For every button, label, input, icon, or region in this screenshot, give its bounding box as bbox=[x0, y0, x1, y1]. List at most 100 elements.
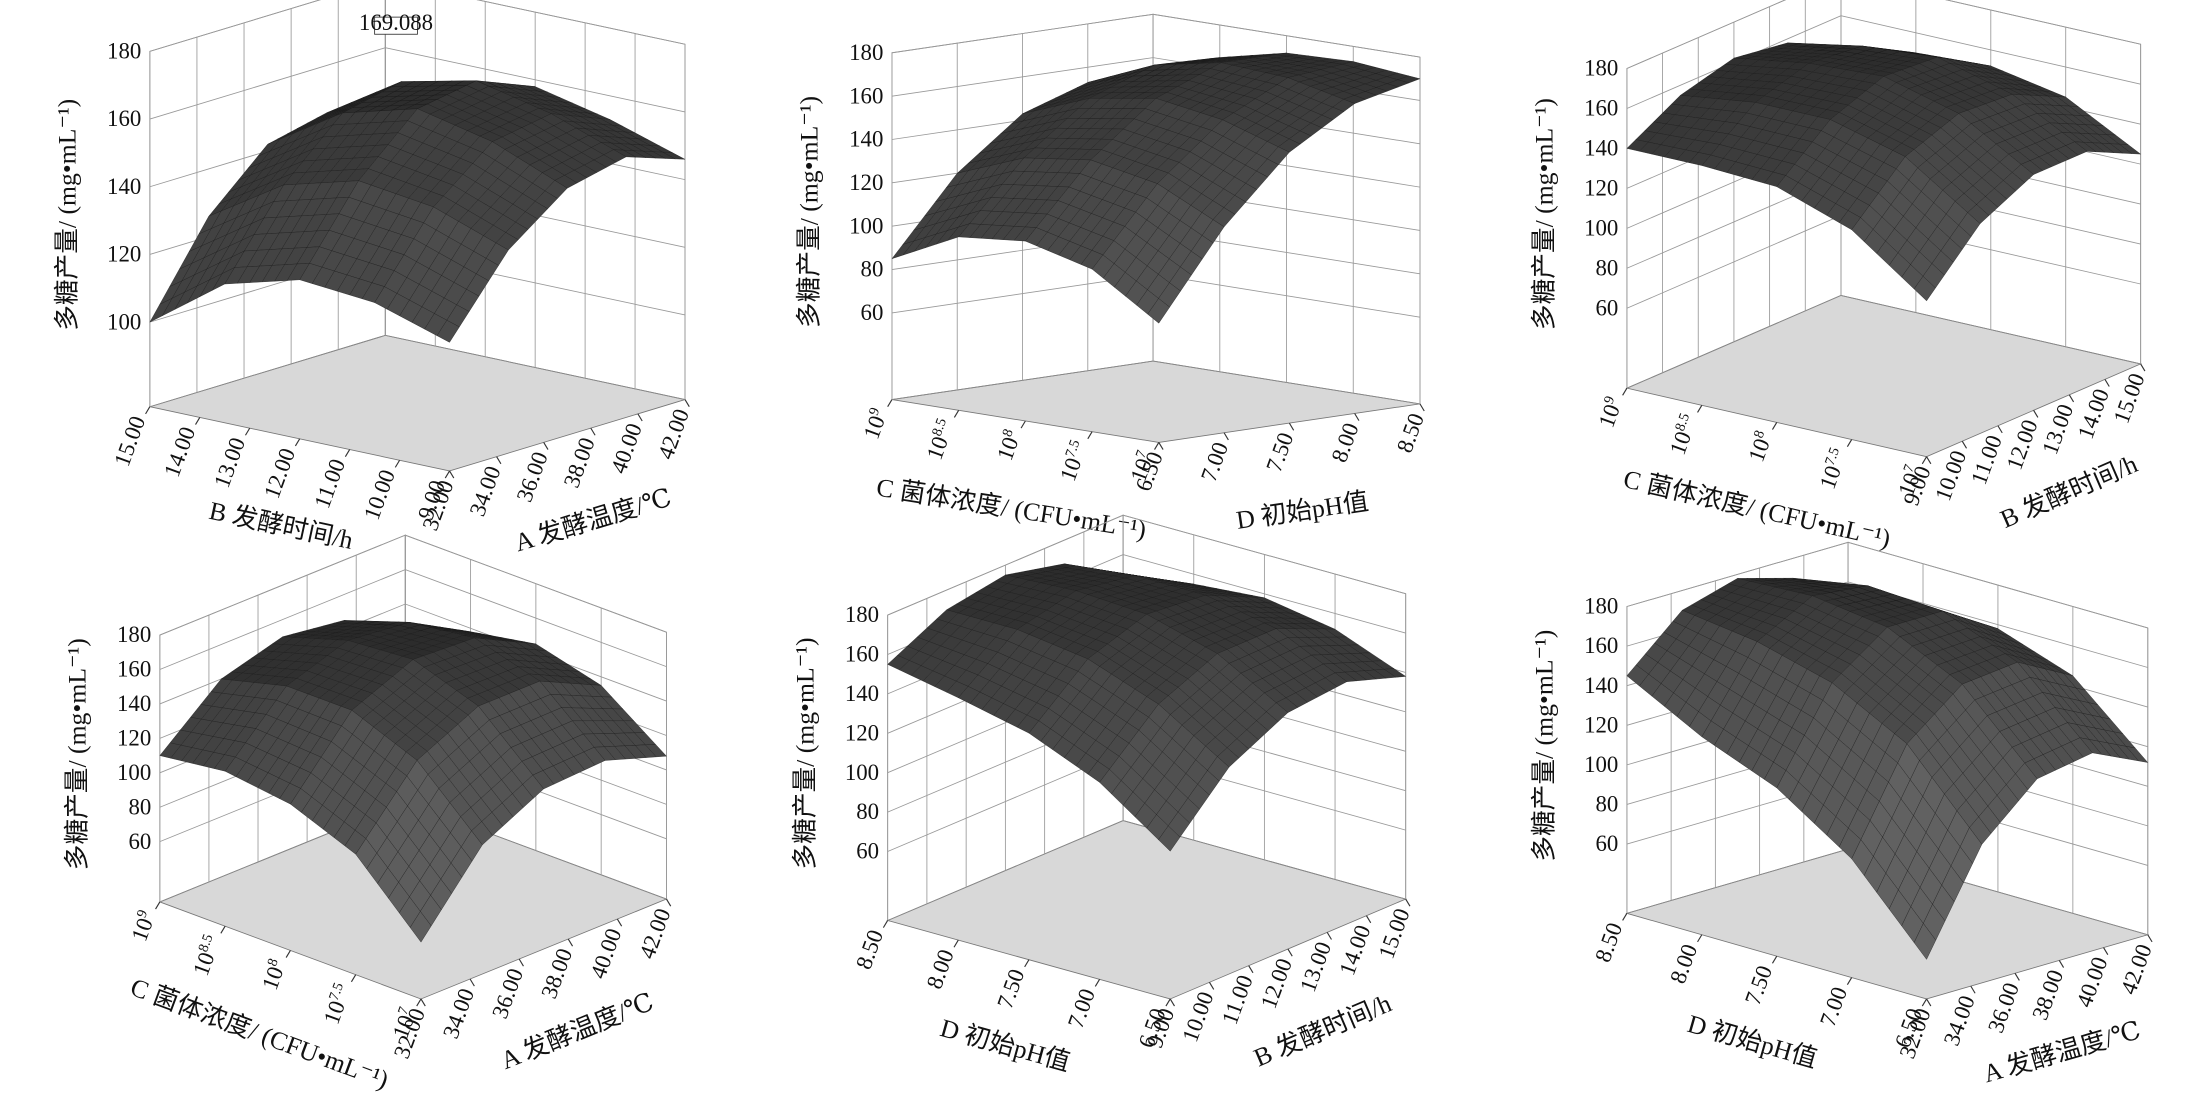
z-axis-title: 多糖产量/ (mg•mL⁻¹) bbox=[1530, 630, 1559, 862]
axis-tick-label: 8.50 bbox=[1590, 919, 1627, 965]
axis-tick bbox=[1405, 898, 1411, 907]
axis-tick-label: 7.00 bbox=[1063, 985, 1100, 1031]
axis-tick-label: 38.00 bbox=[2027, 966, 2068, 1023]
axis-tick bbox=[1846, 977, 1853, 985]
surface-chart: 60801001201401601806.507.007.508.008.509… bbox=[790, 514, 1415, 1077]
axis-tick-label: 7.50 bbox=[1261, 429, 1298, 475]
axis-tick-label: 10.00 bbox=[1930, 447, 1971, 504]
axis-tick bbox=[244, 427, 251, 436]
axis-tick bbox=[195, 417, 201, 425]
floor bbox=[886, 820, 1407, 1000]
axis-tick bbox=[1622, 913, 1628, 921]
axis-tick bbox=[1771, 422, 1778, 430]
axis-tick-label: 13.00 bbox=[1295, 938, 1336, 995]
axis-tick bbox=[2104, 379, 2110, 387]
axis-tick bbox=[1961, 440, 1968, 449]
axis-tick-label: 8.00 bbox=[1326, 420, 1363, 466]
axis-tick-label: 36.00 bbox=[487, 965, 528, 1022]
axis-tick bbox=[449, 470, 455, 479]
axis-tick-label: 8.50 bbox=[1392, 410, 1429, 456]
axis-tick bbox=[2103, 947, 2109, 956]
axis-tick bbox=[2147, 934, 2153, 943]
z-tick-label: 160 bbox=[845, 642, 879, 667]
axis-tick-label: 15.00 bbox=[109, 413, 150, 470]
axis-tick bbox=[1326, 932, 1332, 940]
axis-tick-label: 42.00 bbox=[653, 406, 694, 463]
axis-tick bbox=[637, 413, 643, 422]
z-tick-label: 80 bbox=[856, 799, 879, 824]
axis-tick bbox=[350, 974, 357, 983]
z-tick-label: 100 bbox=[1584, 752, 1618, 777]
axis-tick-label: 38.00 bbox=[536, 945, 577, 1002]
tick-base: 10 bbox=[1055, 454, 1086, 484]
axis-tick bbox=[1208, 982, 1215, 990]
tick-exponent: 7.5 bbox=[326, 981, 347, 1003]
surface-patch bbox=[1158, 825, 1181, 852]
z-tick-label: 180 bbox=[849, 40, 883, 65]
z-tick-label: 80 bbox=[1595, 792, 1618, 817]
axis-tick-label: 108 bbox=[257, 956, 291, 993]
axis-tick-label: 12.00 bbox=[1256, 955, 1297, 1012]
z-tick-label: 120 bbox=[845, 720, 879, 745]
axis-tick bbox=[420, 998, 426, 1007]
tick-base: 10 bbox=[992, 434, 1023, 464]
z-tick-label: 60 bbox=[1595, 831, 1618, 856]
z-tick-label: 140 bbox=[1584, 136, 1618, 161]
z-tick-label: 140 bbox=[845, 681, 879, 706]
axis-tick-label: 14.00 bbox=[159, 423, 200, 480]
axis-tick bbox=[1020, 420, 1026, 429]
z-axis-title: 多糖产量/ (mg•mL⁻¹) bbox=[63, 638, 92, 870]
axis-tick bbox=[616, 918, 623, 927]
z-tick-label: 100 bbox=[117, 760, 151, 785]
tick-base: 10 bbox=[859, 412, 890, 442]
surface-patch bbox=[1147, 298, 1170, 324]
axis-tick bbox=[145, 406, 151, 415]
axis-tick bbox=[590, 427, 596, 436]
z-tick-label: 180 bbox=[1584, 594, 1618, 619]
axis-tick bbox=[518, 958, 524, 967]
axis-tick-label: 107.5 bbox=[1814, 445, 1852, 492]
z-tick-label: 180 bbox=[107, 39, 141, 64]
axis-tick-label: 10.00 bbox=[359, 466, 400, 523]
tick-exponent: 8.5 bbox=[1672, 411, 1693, 433]
axis-tick-label: 8.50 bbox=[851, 926, 888, 972]
z-tick-label: 60 bbox=[1595, 295, 1618, 320]
axis-tick bbox=[344, 449, 351, 457]
axis-tick-label: 38.00 bbox=[559, 434, 600, 491]
z-axis-title: 多糖产量/ (mg•mL⁻¹) bbox=[1530, 98, 1559, 330]
axis-tick bbox=[1288, 422, 1295, 431]
axis-tick bbox=[1094, 979, 1101, 987]
axis-tick-label: 109 bbox=[1593, 394, 1627, 431]
axis-tick bbox=[1158, 442, 1164, 450]
axis-tick-label: 8.00 bbox=[922, 946, 959, 992]
axis-tick-label: 40.00 bbox=[585, 925, 626, 982]
z-tick-label: 60 bbox=[861, 300, 884, 325]
axis-tick bbox=[953, 409, 960, 418]
axis-tick bbox=[1697, 934, 1703, 943]
axis-tick bbox=[294, 438, 301, 447]
tick-base: 10 bbox=[1594, 401, 1625, 431]
axis-tick-label: 108 bbox=[992, 427, 1026, 464]
z-tick-label: 140 bbox=[117, 691, 151, 716]
axis-tick bbox=[444, 470, 451, 479]
tick-base: 10 bbox=[1815, 462, 1846, 492]
axis-tick bbox=[1622, 387, 1628, 396]
surface-patch bbox=[409, 911, 432, 943]
z-tick-label: 160 bbox=[1584, 96, 1618, 121]
axis-tick-label: 13.00 bbox=[2037, 401, 2078, 458]
z-tick-label: 180 bbox=[845, 602, 879, 627]
axis-tick bbox=[1926, 998, 1932, 1007]
z-tick-label: 80 bbox=[128, 794, 151, 819]
axis-tick-label: 40.00 bbox=[2071, 954, 2112, 1011]
axis-tick-label: 34.00 bbox=[1939, 992, 1980, 1049]
axis-tick bbox=[1165, 998, 1171, 1007]
z-tick-label: 120 bbox=[117, 725, 151, 750]
z-tick-label: 140 bbox=[849, 127, 883, 152]
z-tick-label: 140 bbox=[1584, 673, 1618, 698]
surface-patch bbox=[1913, 275, 1936, 302]
z-tick-label: 100 bbox=[107, 309, 141, 334]
tick-base: 10 bbox=[319, 997, 350, 1027]
axis-tick bbox=[1846, 439, 1853, 447]
